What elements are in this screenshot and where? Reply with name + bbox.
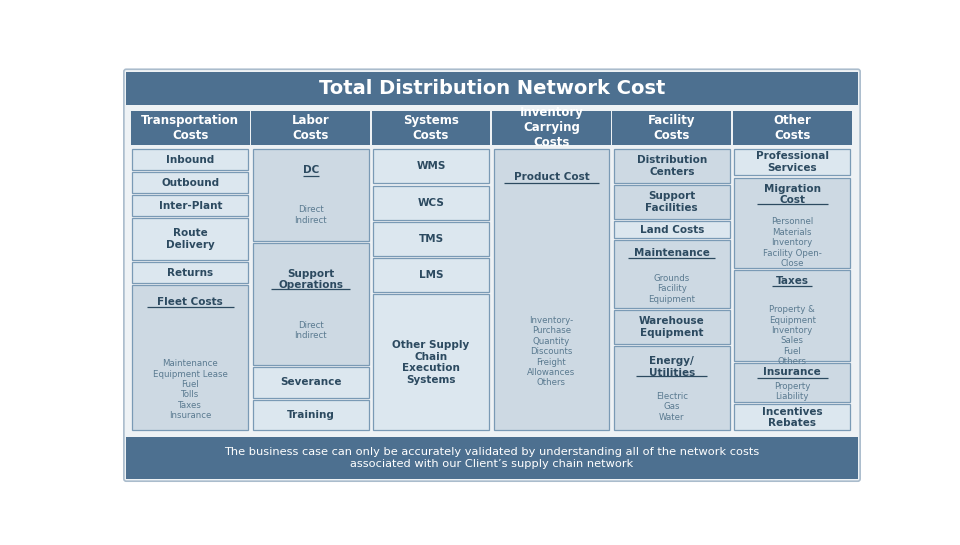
- FancyBboxPatch shape: [734, 404, 850, 431]
- FancyBboxPatch shape: [126, 71, 858, 105]
- FancyBboxPatch shape: [614, 221, 730, 238]
- Text: Migration
Cost: Migration Cost: [764, 184, 821, 205]
- Text: Insurance: Insurance: [763, 367, 821, 377]
- FancyBboxPatch shape: [126, 437, 858, 479]
- Text: WCS: WCS: [418, 198, 444, 208]
- Text: Direct
Indirect: Direct Indirect: [295, 321, 327, 341]
- Text: Electric
Gas
Water: Electric Gas Water: [656, 392, 687, 422]
- Text: Support
Facilities: Support Facilities: [645, 191, 698, 213]
- FancyBboxPatch shape: [614, 240, 730, 308]
- FancyBboxPatch shape: [373, 258, 489, 292]
- Text: Support
Operations: Support Operations: [278, 269, 343, 290]
- Text: Total Distribution Network Cost: Total Distribution Network Cost: [319, 79, 665, 98]
- Text: The business case can only be accurately validated by understanding all of the n: The business case can only be accurately…: [225, 447, 759, 469]
- FancyBboxPatch shape: [734, 364, 850, 402]
- Text: Grounds
Facility
Equipment: Grounds Facility Equipment: [648, 274, 695, 304]
- FancyBboxPatch shape: [373, 149, 489, 183]
- Text: WMS: WMS: [417, 161, 445, 171]
- FancyBboxPatch shape: [252, 111, 370, 145]
- FancyBboxPatch shape: [132, 172, 248, 193]
- Text: Inventory
Carrying
Costs: Inventory Carrying Costs: [519, 106, 584, 149]
- FancyBboxPatch shape: [373, 294, 489, 431]
- FancyBboxPatch shape: [252, 400, 369, 431]
- Text: Land Costs: Land Costs: [639, 225, 704, 235]
- Text: Transportation
Costs: Transportation Costs: [141, 114, 239, 142]
- FancyBboxPatch shape: [252, 367, 369, 398]
- Text: Maintenance: Maintenance: [634, 247, 709, 258]
- FancyBboxPatch shape: [614, 310, 730, 344]
- Text: Fleet Costs: Fleet Costs: [157, 296, 223, 307]
- FancyBboxPatch shape: [493, 149, 610, 431]
- FancyBboxPatch shape: [132, 285, 248, 431]
- FancyBboxPatch shape: [734, 178, 850, 268]
- Text: Inventory-
Purchase
Quantity
Discounts
Freight
Allowances
Others: Inventory- Purchase Quantity Discounts F…: [527, 316, 576, 387]
- FancyBboxPatch shape: [132, 196, 248, 216]
- FancyBboxPatch shape: [734, 149, 850, 175]
- Text: Labor
Costs: Labor Costs: [292, 114, 329, 142]
- Text: Systems
Costs: Systems Costs: [403, 114, 459, 142]
- Text: Route
Delivery: Route Delivery: [166, 228, 215, 250]
- FancyBboxPatch shape: [492, 111, 611, 145]
- Text: Training: Training: [287, 410, 335, 420]
- Text: TMS: TMS: [419, 234, 444, 244]
- Text: Energy/
Utilities: Energy/ Utilities: [649, 356, 695, 378]
- FancyBboxPatch shape: [373, 186, 489, 220]
- FancyBboxPatch shape: [132, 219, 248, 260]
- FancyBboxPatch shape: [732, 111, 852, 145]
- FancyBboxPatch shape: [131, 111, 250, 145]
- Text: Returns: Returns: [167, 268, 213, 277]
- Text: Distribution
Centers: Distribution Centers: [636, 155, 707, 177]
- Text: Warehouse
Equipment: Warehouse Equipment: [639, 316, 705, 338]
- Text: Personnel
Materials
Inventory
Facility Open-
Close: Personnel Materials Inventory Facility O…: [763, 217, 822, 268]
- Text: Inter-Plant: Inter-Plant: [158, 201, 222, 211]
- FancyBboxPatch shape: [612, 111, 732, 145]
- Text: Professional
Services: Professional Services: [756, 152, 828, 173]
- FancyBboxPatch shape: [372, 111, 491, 145]
- FancyBboxPatch shape: [614, 185, 730, 219]
- Text: Property &
Equipment
Inventory
Sales
Fuel
Others: Property & Equipment Inventory Sales Fue…: [769, 305, 816, 366]
- FancyBboxPatch shape: [132, 149, 248, 170]
- FancyBboxPatch shape: [614, 346, 730, 431]
- FancyBboxPatch shape: [252, 243, 369, 365]
- Text: Other
Costs: Other Costs: [773, 114, 811, 142]
- Text: Product Cost: Product Cost: [514, 172, 589, 183]
- FancyBboxPatch shape: [124, 69, 860, 481]
- Text: Other Supply
Chain
Execution
Systems: Other Supply Chain Execution Systems: [393, 340, 469, 385]
- FancyBboxPatch shape: [373, 222, 489, 256]
- Text: Direct
Indirect: Direct Indirect: [295, 205, 327, 225]
- Text: Maintenance
Equipment Lease
Fuel
Tolls
Taxes
Insurance: Maintenance Equipment Lease Fuel Tolls T…: [153, 359, 228, 420]
- Text: Facility
Costs: Facility Costs: [648, 114, 696, 142]
- FancyBboxPatch shape: [132, 262, 248, 283]
- Text: Property
Liability: Property Liability: [774, 382, 810, 401]
- Text: LMS: LMS: [419, 270, 444, 280]
- Text: Outbound: Outbound: [161, 178, 219, 187]
- FancyBboxPatch shape: [252, 149, 369, 241]
- Text: Incentives
Rebates: Incentives Rebates: [762, 407, 823, 428]
- FancyBboxPatch shape: [734, 270, 850, 361]
- Text: Severance: Severance: [280, 377, 342, 387]
- Text: DC: DC: [302, 165, 319, 175]
- FancyBboxPatch shape: [614, 149, 730, 183]
- Text: Taxes: Taxes: [776, 276, 808, 286]
- Text: Inbound: Inbound: [166, 155, 214, 165]
